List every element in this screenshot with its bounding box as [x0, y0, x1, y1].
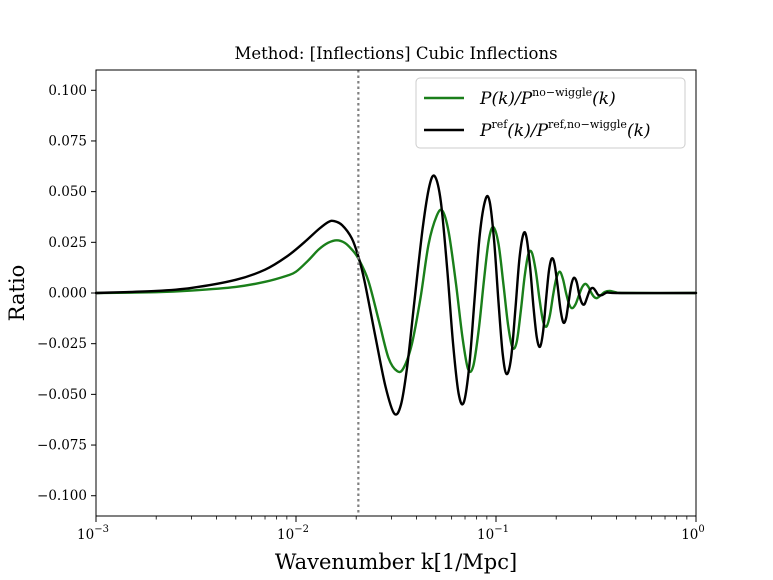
y-tick-label: −0.025	[37, 336, 87, 352]
series-line-reference	[94, 174, 698, 416]
x-tick-label: 100	[681, 524, 705, 543]
legend-label-reference-sup: ref	[491, 118, 508, 131]
legend-label-ratio-main: P(k)/P	[479, 89, 533, 109]
legend-label-reference-mid: (k)/P	[507, 121, 548, 141]
y-tick-label: −0.100	[37, 488, 87, 504]
legend-label-reference: Pref(k)/Pref,no−wiggle(k)	[479, 118, 651, 141]
x-tick-label: 10−1	[477, 524, 509, 543]
y-tick-label: −0.050	[37, 387, 87, 403]
chart-title: Method: [Inflections] Cubic Inflections	[234, 44, 557, 63]
x-tick-label: 10−3	[77, 524, 109, 543]
y-tick-label: 0.050	[48, 184, 87, 200]
x-axis-label: Wavenumber k[1/Mpc]	[275, 550, 517, 574]
legend-label-reference-tail: (k)	[627, 121, 651, 141]
legend-label-reference-main: P	[479, 121, 492, 141]
y-tick-label: −0.075	[37, 438, 87, 454]
series-line-ratio	[94, 208, 698, 374]
legend: P(k)/Pno−wiggle(k) Pref(k)/Pref,no−wiggl…	[415, 77, 686, 149]
legend-box	[415, 77, 686, 149]
y-tick-label: 0.075	[48, 133, 87, 149]
legend-label-ratio-tail: (k)	[592, 89, 616, 109]
legend-label-reference-sup2: ref,no−wiggle	[548, 118, 627, 131]
legend-label-ratio: P(k)/Pno−wiggle(k)	[479, 86, 616, 109]
y-tick-label: 0.025	[48, 235, 87, 251]
x-tick-label: 10−2	[277, 524, 309, 543]
y-axis-label: Ratio	[5, 265, 29, 322]
y-tick-label: 0.100	[48, 83, 87, 99]
y-tick-label: 0.000	[48, 286, 87, 302]
legend-label-ratio-sup: no−wiggle	[532, 86, 592, 99]
